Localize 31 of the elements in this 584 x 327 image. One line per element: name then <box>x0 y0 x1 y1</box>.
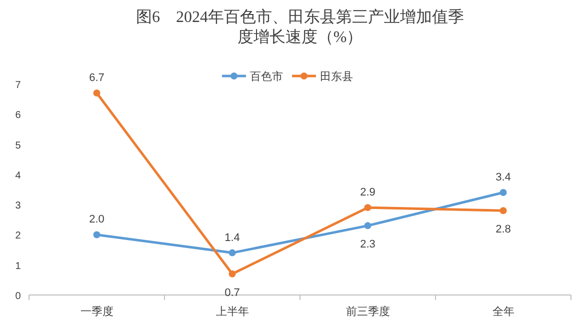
data-label: 2.3 <box>360 238 376 251</box>
x-tick-label: 全年 <box>492 306 514 318</box>
y-tick-label: 3 <box>15 200 22 212</box>
point <box>228 270 236 278</box>
point <box>364 222 372 230</box>
data-label: 6.7 <box>89 72 104 84</box>
y-tick-label: 4 <box>15 170 22 182</box>
y-tick-label: 7 <box>15 80 22 91</box>
point <box>228 249 236 256</box>
x-tick-label: 一季度 <box>80 305 114 318</box>
data-label: 3.4 <box>496 172 511 184</box>
point <box>500 207 507 214</box>
point <box>93 231 100 238</box>
legend-label: 田东县 <box>320 70 353 83</box>
y-tick-label: 6 <box>15 110 22 122</box>
point <box>93 90 100 97</box>
y-tick-label: 1 <box>15 260 22 272</box>
data-label: 0.7 <box>224 286 240 299</box>
y-tick-label: 2 <box>15 230 22 242</box>
data-label: 2.8 <box>496 224 511 236</box>
y-tick-label: 5 <box>15 140 22 152</box>
data-label: 1.4 <box>224 232 240 244</box>
x-tick-label: 前三季度 <box>346 305 390 318</box>
legend-label: 百色市 <box>250 70 283 83</box>
data-label: 2.9 <box>360 186 376 199</box>
point <box>364 204 372 212</box>
x-tick-label: 上半年 <box>216 305 249 318</box>
y-tick-label: 0 <box>15 291 22 302</box>
point <box>500 189 507 196</box>
data-label: 2.0 <box>89 214 104 226</box>
chart-title: 图6 2024年百色市、田东县第三产业增加值季度增长速度（%） <box>136 8 464 46</box>
